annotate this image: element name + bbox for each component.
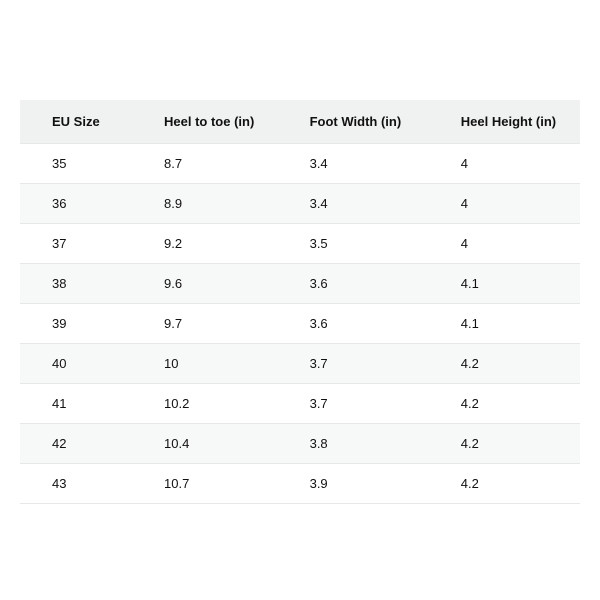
cell: 42 [20, 424, 132, 464]
table-row: 39 9.7 3.6 4.1 [20, 304, 580, 344]
cell: 9.6 [132, 264, 278, 304]
cell: 10.7 [132, 464, 278, 504]
cell: 3.6 [278, 304, 429, 344]
cell: 4.1 [429, 264, 580, 304]
cell: 4.2 [429, 464, 580, 504]
cell: 4.1 [429, 304, 580, 344]
cell: 43 [20, 464, 132, 504]
cell: 4.2 [429, 384, 580, 424]
cell: 4 [429, 144, 580, 184]
cell: 40 [20, 344, 132, 384]
cell: 38 [20, 264, 132, 304]
cell: 9.2 [132, 224, 278, 264]
cell: 37 [20, 224, 132, 264]
table-row: 35 8.7 3.4 4 [20, 144, 580, 184]
cell: 3.8 [278, 424, 429, 464]
cell: 4.2 [429, 424, 580, 464]
table-row: 36 8.9 3.4 4 [20, 184, 580, 224]
cell: 39 [20, 304, 132, 344]
cell: 41 [20, 384, 132, 424]
cell: 3.7 [278, 384, 429, 424]
cell: 8.9 [132, 184, 278, 224]
table-header-row: EU Size Heel to toe (in) Foot Width (in)… [20, 100, 580, 144]
cell: 9.7 [132, 304, 278, 344]
cell: 10.2 [132, 384, 278, 424]
cell: 3.5 [278, 224, 429, 264]
cell: 4.2 [429, 344, 580, 384]
cell: 3.4 [278, 184, 429, 224]
cell: 35 [20, 144, 132, 184]
cell: 3.4 [278, 144, 429, 184]
cell: 3.6 [278, 264, 429, 304]
cell: 4 [429, 184, 580, 224]
col-foot-width: Foot Width (in) [278, 100, 429, 144]
cell: 10.4 [132, 424, 278, 464]
cell: 3.9 [278, 464, 429, 504]
col-eu-size: EU Size [20, 100, 132, 144]
table-row: 40 10 3.7 4.2 [20, 344, 580, 384]
size-chart-table: EU Size Heel to toe (in) Foot Width (in)… [20, 100, 580, 504]
cell: 3.7 [278, 344, 429, 384]
cell: 10 [132, 344, 278, 384]
col-heel-to-toe: Heel to toe (in) [132, 100, 278, 144]
table-row: 43 10.7 3.9 4.2 [20, 464, 580, 504]
table-row: 41 10.2 3.7 4.2 [20, 384, 580, 424]
table-row: 38 9.6 3.6 4.1 [20, 264, 580, 304]
cell: 8.7 [132, 144, 278, 184]
table-row: 37 9.2 3.5 4 [20, 224, 580, 264]
cell: 4 [429, 224, 580, 264]
table-row: 42 10.4 3.8 4.2 [20, 424, 580, 464]
cell: 36 [20, 184, 132, 224]
col-heel-height: Heel Height (in) [429, 100, 580, 144]
